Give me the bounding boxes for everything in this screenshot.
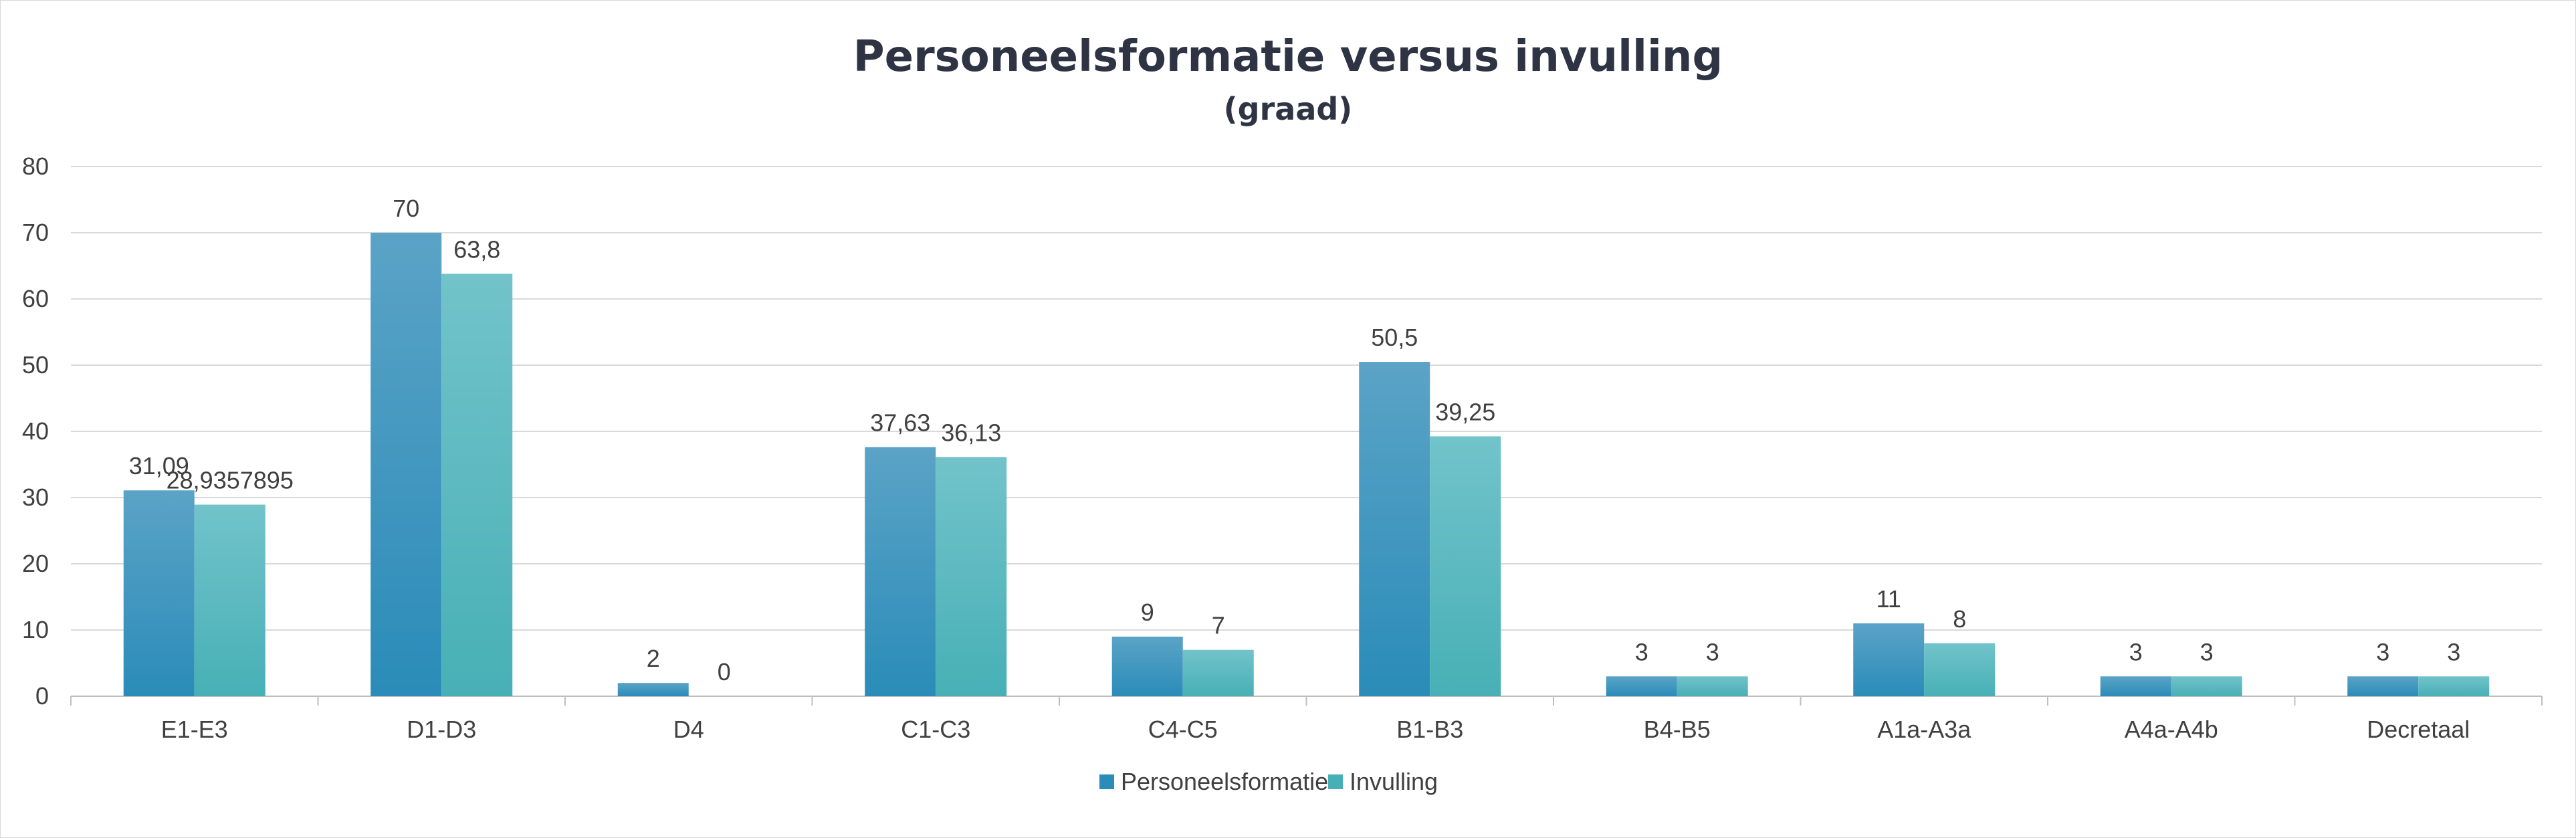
y-tick-label: 60 bbox=[22, 285, 49, 312]
bar-personeelsformatie bbox=[370, 233, 442, 696]
y-tick-label: 20 bbox=[22, 550, 49, 577]
data-label: 3 bbox=[2200, 638, 2214, 665]
legend: Personeelsformatie Invulling bbox=[1099, 768, 1438, 795]
bar-personeelsformatie bbox=[1853, 623, 1925, 696]
bar-invulling bbox=[2171, 676, 2242, 696]
data-label: 28,9357895 bbox=[167, 467, 294, 494]
data-label: 2 bbox=[647, 645, 660, 672]
bar-invulling bbox=[1182, 649, 1254, 696]
chart-title: Personeelsformatie versus invulling bbox=[853, 32, 1723, 82]
legend-label: Invulling bbox=[1350, 768, 1438, 795]
legend-swatch bbox=[1328, 774, 1343, 789]
data-label: 3 bbox=[1635, 638, 1648, 665]
x-tick-label: B1-B3 bbox=[1396, 716, 1463, 743]
data-label: 37,63 bbox=[870, 409, 930, 436]
chart-subtitle: (graad) bbox=[1224, 91, 1353, 127]
data-label: 70 bbox=[393, 195, 419, 222]
x-axis-ticks: E1-E3 D1-D3 D4 C1-C3 C4-C5 B1-B3 B4-B5 A1a-A3a A… bbox=[161, 716, 2470, 743]
data-label: 3 bbox=[2447, 638, 2460, 665]
y-tick-label: 30 bbox=[22, 484, 49, 511]
bar-personeelsformatie bbox=[2347, 676, 2419, 696]
bar-invulling bbox=[1677, 676, 1748, 696]
y-tick-label: 0 bbox=[35, 682, 49, 710]
y-tick-label: 70 bbox=[22, 219, 49, 246]
bar-invulling bbox=[2418, 676, 2490, 696]
data-label: 3 bbox=[1706, 638, 1719, 665]
x-tick-label: C1-C3 bbox=[901, 716, 970, 743]
y-axis-ticks: 0 10 20 30 40 50 60 70 80 bbox=[22, 152, 49, 710]
y-tick-label: 40 bbox=[22, 417, 49, 445]
data-label: 8 bbox=[1953, 605, 1966, 633]
x-tick-label: C4-C5 bbox=[1148, 716, 1218, 743]
bar-personeelsformatie bbox=[1111, 636, 1183, 696]
bar-personeelsformatie bbox=[1359, 362, 1430, 696]
bar-invulling bbox=[1924, 643, 1996, 696]
legend-label: Personeelsformatie bbox=[1121, 768, 1328, 795]
y-tick-label: 80 bbox=[22, 152, 49, 180]
data-label: 50,5 bbox=[1371, 324, 1418, 351]
data-label: 3 bbox=[2376, 638, 2389, 665]
data-label: 0 bbox=[718, 658, 731, 686]
data-label: 7 bbox=[1212, 612, 1225, 639]
bar-personeelsformatie bbox=[123, 490, 195, 696]
bar-personeelsformatie bbox=[865, 447, 936, 696]
x-tick-label: D1-D3 bbox=[407, 716, 476, 743]
bar-invulling bbox=[194, 504, 265, 696]
bar-personeelsformatie bbox=[2100, 676, 2171, 696]
x-tick-label: Decretaal bbox=[2367, 716, 2470, 743]
x-tick-label: E1-E3 bbox=[161, 716, 228, 743]
data-label: 3 bbox=[2129, 638, 2143, 665]
bars bbox=[123, 233, 2490, 696]
bar-invulling bbox=[936, 457, 1007, 696]
y-tick-label: 10 bbox=[22, 616, 49, 643]
data-label: 11 bbox=[1876, 585, 1901, 613]
bar-personeelsformatie bbox=[617, 683, 689, 696]
y-tick-label: 50 bbox=[22, 351, 49, 379]
x-tick-label: B4-B5 bbox=[1644, 716, 1711, 743]
legend-swatch bbox=[1099, 774, 1114, 789]
x-tick-label: D4 bbox=[673, 716, 704, 743]
x-tick-label: A4a-A4b bbox=[2125, 716, 2218, 743]
data-label: 63,8 bbox=[453, 235, 500, 263]
x-tick-label: A1a-A3a bbox=[1877, 716, 1971, 743]
bar-invulling bbox=[441, 274, 513, 696]
data-label: 36,13 bbox=[941, 419, 1001, 446]
bar-personeelsformatie bbox=[1606, 676, 1677, 696]
bar-invulling bbox=[1430, 436, 1501, 696]
data-label: 9 bbox=[1141, 599, 1154, 626]
data-label: 31,09 bbox=[129, 452, 189, 480]
data-label: 39,25 bbox=[1435, 398, 1495, 425]
